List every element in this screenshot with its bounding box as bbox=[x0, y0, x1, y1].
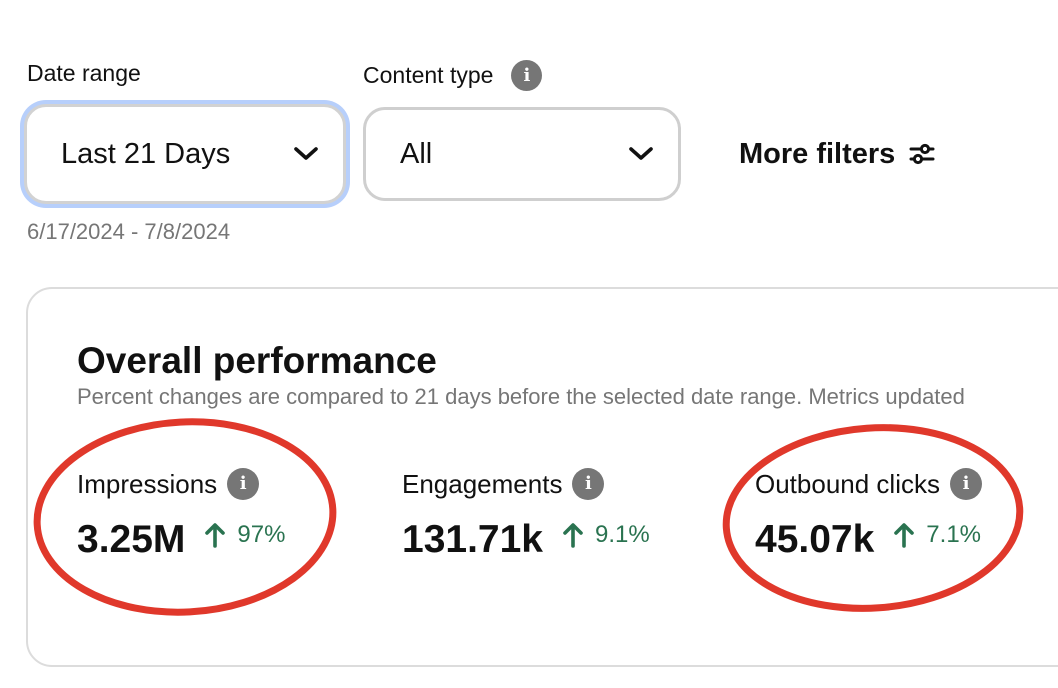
arrow-up-icon bbox=[205, 522, 226, 548]
metric-label: Impressions bbox=[77, 468, 218, 499]
metric-value: 131.71k bbox=[402, 518, 543, 561]
date-range-dates: 6/17/2024 - 7/8/2024 bbox=[27, 219, 231, 244]
content-type-value: All bbox=[400, 137, 433, 170]
arrow-up-icon bbox=[894, 522, 915, 548]
metric-label: Outbound clicks bbox=[755, 468, 940, 499]
info-icon[interactable]: i bbox=[227, 468, 260, 500]
arrow-up-icon bbox=[563, 522, 583, 548]
date-range-select[interactable]: Last 21 Days bbox=[24, 104, 346, 204]
info-icon[interactable]: i bbox=[572, 468, 605, 500]
metric-outbound-clicks: Outbound clicks i 45.07k 7.1% bbox=[755, 466, 982, 562]
metric-impressions: Impressions i 3.25M 97% bbox=[77, 466, 285, 562]
more-filters-button[interactable]: More filters bbox=[739, 131, 935, 177]
metric-change: 9.1% bbox=[563, 521, 650, 549]
info-icon[interactable]: i bbox=[511, 60, 543, 91]
date-range-value: Last 21 Days bbox=[61, 137, 231, 170]
more-filters-label: More filters bbox=[739, 137, 896, 170]
card-title: Overall performance bbox=[77, 340, 437, 381]
metric-change: 97% bbox=[205, 521, 285, 549]
metric-label: Engagements bbox=[402, 468, 563, 499]
metric-value: 3.25M bbox=[77, 518, 186, 561]
content-type-select[interactable]: All bbox=[363, 107, 681, 201]
card-subtitle: Percent changes are compared to 21 days … bbox=[77, 384, 965, 409]
date-range-label: Date range bbox=[27, 60, 141, 86]
metric-engagements: Engagements i 131.71k 9.1% bbox=[402, 466, 650, 562]
chevron-down-icon bbox=[626, 139, 656, 169]
metric-value: 45.07k bbox=[755, 518, 875, 561]
metric-change: 7.1% bbox=[894, 521, 981, 549]
sliders-icon bbox=[909, 142, 935, 166]
chevron-down-icon bbox=[291, 139, 321, 169]
info-icon[interactable]: i bbox=[949, 468, 982, 500]
content-type-label: Content type i bbox=[363, 60, 543, 91]
